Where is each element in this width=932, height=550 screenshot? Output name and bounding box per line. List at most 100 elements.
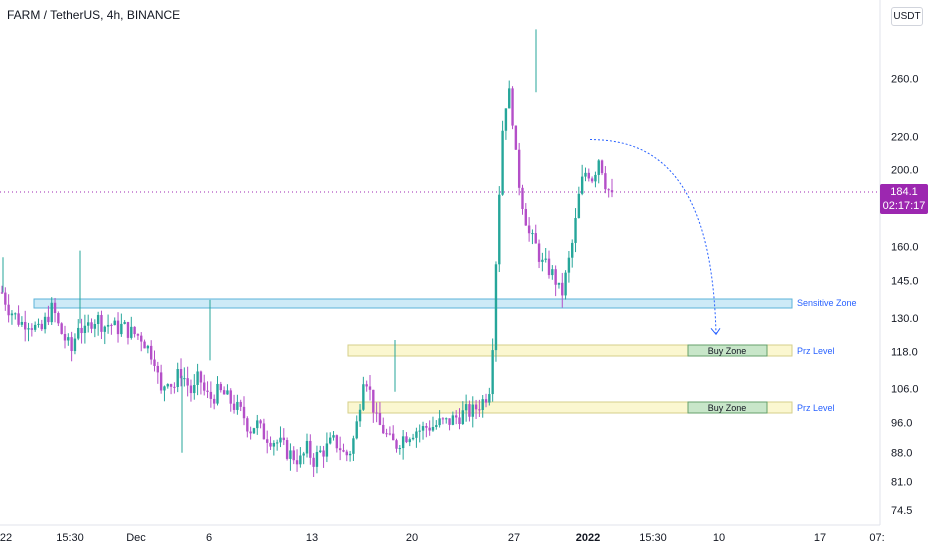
candle-body [498,194,501,265]
candle-body [179,369,183,379]
candle-body [590,178,594,182]
candle-body [236,401,239,410]
candle-body [537,243,541,262]
candle-body [295,460,299,465]
candle-body [226,390,229,395]
candle-body [554,269,557,285]
candle-body [571,242,574,258]
candle-body [7,304,10,316]
candle-body [527,225,531,234]
candle-body [96,314,100,325]
candle-body [478,409,481,411]
price-tick-label: 96.0 [891,418,912,430]
candle-body [163,386,166,391]
prz-level-2-rect[interactable] [347,401,793,414]
candle-body [156,365,160,373]
candle-body [451,415,455,425]
candle-body [488,394,491,403]
sensitive-zone-rect[interactable] [33,298,793,309]
candle-body [508,88,511,109]
candle-body [100,314,103,332]
candle-body [604,173,607,190]
candle-body [607,189,610,191]
price-axis[interactable]: 260.0 220.0 200.0 160.0 145.0 130.0 118.0 106.0… [891,74,919,517]
candle-body [415,431,418,438]
candle-body [564,272,567,296]
candle-body [289,450,292,459]
candle-body [10,313,14,316]
candle-body [355,421,358,439]
candle-body [610,190,614,193]
candle-body [464,404,468,411]
candle-body [113,320,116,326]
candle-body [580,176,584,194]
prz-level-1-rect[interactable] [347,344,793,357]
candle-body [302,453,305,456]
buy-zone-2-rect[interactable] [687,401,768,414]
last-price-countdown: 02:17:17 [882,200,926,212]
candle-body [130,326,133,338]
candle-body [557,282,561,285]
symbol-title[interactable]: FARM / TetherUS, 4h, BINANCE [7,8,181,22]
buy-zone-2-label: Buy Zone [708,403,747,413]
candle-body [421,426,425,431]
candle-body [391,433,395,441]
price-tick-label: 130.0 [891,313,919,325]
candle-body [166,384,169,387]
candle-body [126,322,130,338]
time-tick-label: Dec [126,532,146,544]
candle-body [53,302,57,314]
candle-body [382,424,385,434]
time-tick-label: 6 [206,532,212,544]
forecast-curve[interactable] [589,139,717,335]
price-tick-label: 260.0 [891,74,919,86]
candle-body [17,313,20,325]
candle-body [521,187,524,209]
prz-level-1-label: Prz Level [797,346,835,356]
candle-body [176,369,179,387]
candle-body [60,323,63,334]
candle-body [362,384,365,410]
time-axis[interactable]: 22 15:30 Dec 6 13 20 27 2022 15:30 10 17 07: [0,532,885,544]
candle-body [186,378,189,386]
candle-body [173,386,176,388]
candle-body [0,292,4,294]
candle-body [93,324,97,329]
candle-body [425,426,428,428]
candle-body [587,172,590,179]
candle-body [345,451,348,456]
candle-body [189,385,193,394]
candle-body [385,433,388,435]
candle-body [27,328,30,330]
candle-body [395,440,398,449]
candle-body [86,322,90,326]
time-tick-label: 07: [869,532,884,544]
currency-badge[interactable]: USDT [891,7,923,26]
candle-body [329,437,332,444]
candle-body [123,322,126,324]
time-tick-label: 2022 [576,532,600,544]
candle-body [335,435,339,449]
buy-zone-1-rect[interactable] [687,344,768,357]
candle-body [43,316,47,330]
candle-body [70,337,73,352]
candle-body [484,399,488,403]
candle-body [342,450,345,452]
candle-body [259,420,262,424]
candle-body [441,418,445,420]
candle-body [551,269,554,276]
time-tick-label: 22 [0,532,12,544]
candle-body [239,401,242,407]
candle-body [159,372,163,391]
candle-body [438,418,441,426]
candle-body [584,172,587,177]
candle-body [319,450,322,452]
price-tick-label: 81.0 [891,476,912,488]
candle-body [368,386,372,390]
candle-body [501,130,504,195]
candle-body [517,149,521,188]
price-tick-label: 145.0 [891,275,919,287]
candle-body [24,321,27,330]
candle-body [458,417,461,425]
